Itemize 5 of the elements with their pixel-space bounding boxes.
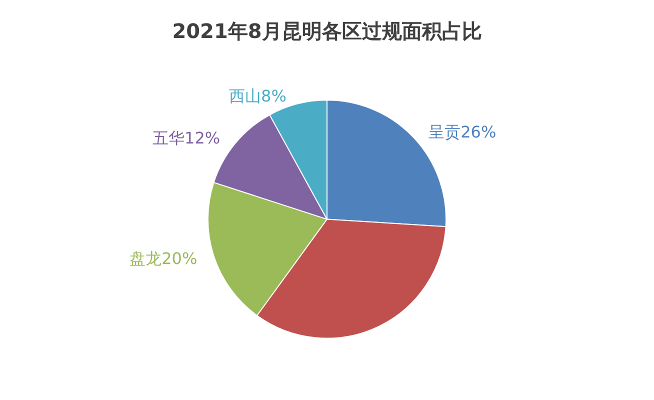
chart-title: 2021年8月昆明各区过规面积占比	[172, 19, 482, 43]
slice-label: 呈贡26%	[428, 122, 496, 142]
slice-label: 盘龙20%	[130, 248, 198, 268]
slice-label: 五华12%	[152, 128, 220, 148]
slice-label: 西山8%	[229, 86, 286, 106]
